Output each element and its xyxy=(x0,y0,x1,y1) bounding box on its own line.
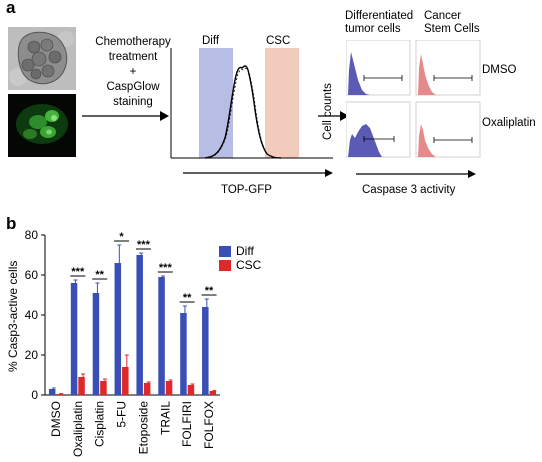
bar-csc-etoposide xyxy=(143,383,151,395)
y-tick-label: 40 xyxy=(25,308,39,322)
treatment-step-text: Chemotherapy treatment + CaspGlow staini… xyxy=(81,35,185,110)
x-tick-label: FOLFOX xyxy=(202,401,216,449)
step-line: + xyxy=(129,66,137,78)
significance-marker: *** xyxy=(71,266,85,278)
hist-diff-dmso xyxy=(348,52,370,95)
bar-csc-dmso xyxy=(56,394,63,395)
col-header-csc: Cancer Stem Cells xyxy=(424,10,480,36)
hist-csc-dmso xyxy=(418,54,436,95)
caspase-axis-label: Caspase 3 activity xyxy=(362,184,456,196)
legend-label-csc: CSC xyxy=(236,258,262,272)
bar-diff-folfiri xyxy=(180,313,187,395)
x-tick-label: FOLFIRI xyxy=(180,401,194,447)
cell-counts-axis-label: Cell counts xyxy=(322,83,334,140)
col-header-line: Cancer xyxy=(424,10,462,22)
bar-diff-cisplatin xyxy=(92,293,100,395)
gate-label-diff: Diff xyxy=(202,35,220,47)
caspase-histogram-grid xyxy=(346,40,481,178)
legend-swatch-csc xyxy=(219,259,231,271)
csc-gate xyxy=(265,48,299,158)
legend-item-csc: CSC xyxy=(219,258,261,272)
x-tick-label: 5-FU xyxy=(115,401,129,428)
y-axis-label: % Casp3-active cells xyxy=(6,260,20,372)
hist-diff-oxaliplatin xyxy=(348,124,382,157)
col-header-line: Differentiated xyxy=(345,10,414,22)
col-header-line: Stem Cells xyxy=(424,23,480,35)
bar-csc-oxaliplatin xyxy=(78,377,85,395)
col-header-line: tumor cells xyxy=(345,23,401,35)
top-gfp-axis-label: TOP-GFP xyxy=(221,184,272,196)
bar-csc-folfiri xyxy=(187,385,195,395)
step-line: treatment xyxy=(108,51,158,63)
x-tick-label: Cisplatin xyxy=(93,401,107,447)
x-tick-label: Oxaliplatin xyxy=(71,401,85,457)
top-gfp-histogram: Diff CSC TOP-GFP xyxy=(170,35,333,196)
gate-label-csc: CSC xyxy=(266,35,290,47)
step-line: Chemotherapy xyxy=(95,36,171,48)
x-tick-label: Etoposide xyxy=(136,401,150,455)
step-line: staining xyxy=(113,96,153,108)
legend-item-diff: Diff xyxy=(219,244,261,258)
chart-bars xyxy=(48,244,217,395)
row-label-oxaliplatin: Oxaliplatin xyxy=(482,117,536,129)
panel-a-label: a xyxy=(6,0,16,17)
row-label-dmso: DMSO xyxy=(482,64,517,76)
bar-diff-oxaliplatin xyxy=(70,283,78,395)
x-tick-label: DMSO xyxy=(49,401,63,437)
significance-marker: * xyxy=(119,231,124,243)
fluorescence-image xyxy=(8,94,76,157)
flow-arrow-icon xyxy=(318,111,349,121)
y-tick-label: 60 xyxy=(25,268,39,282)
bar-csc-folfox xyxy=(209,391,217,395)
bar-diff-etoposide xyxy=(136,255,143,395)
bar-diff-folfox xyxy=(202,307,209,395)
significance-marker: ** xyxy=(95,269,104,281)
bar-diff-dmso xyxy=(48,389,56,395)
legend-swatch-diff xyxy=(219,245,231,257)
bar-diff-5-fu xyxy=(114,263,122,395)
significance-marker: *** xyxy=(159,262,173,274)
significance-marker: ** xyxy=(183,292,192,304)
bar-csc-5-fu xyxy=(122,367,129,395)
brightfield-image xyxy=(8,27,76,90)
hist-csc-oxaliplatin xyxy=(418,124,436,157)
x-tick-label: TRAIL xyxy=(158,401,172,435)
panel-b-label: b xyxy=(6,214,17,233)
y-tick-label: 80 xyxy=(25,228,39,242)
histogram-curve xyxy=(204,65,282,159)
step-arrow-icon xyxy=(82,111,169,121)
diff-gate xyxy=(199,48,233,158)
bar-csc-trail xyxy=(165,381,173,395)
bar-csc-cisplatin xyxy=(100,381,107,395)
significance-marker: ** xyxy=(205,285,214,297)
col-header-diff: Differentiated tumor cells xyxy=(345,10,413,36)
y-tick-label: 20 xyxy=(25,348,39,362)
chart-axes: 0 20 40 60 80 xyxy=(25,228,220,402)
chart-legend: Diff CSC xyxy=(219,244,261,272)
step-line: CaspGlow xyxy=(106,81,160,93)
chart-labels: DMSO *** Oxaliplatin ** Cisplatin * 5-FU *** Eto… xyxy=(49,231,217,457)
significance-marker: *** xyxy=(137,239,151,251)
bar-diff-trail xyxy=(158,277,165,395)
y-tick-label: 0 xyxy=(31,388,38,402)
legend-label-diff: Diff xyxy=(236,244,254,258)
